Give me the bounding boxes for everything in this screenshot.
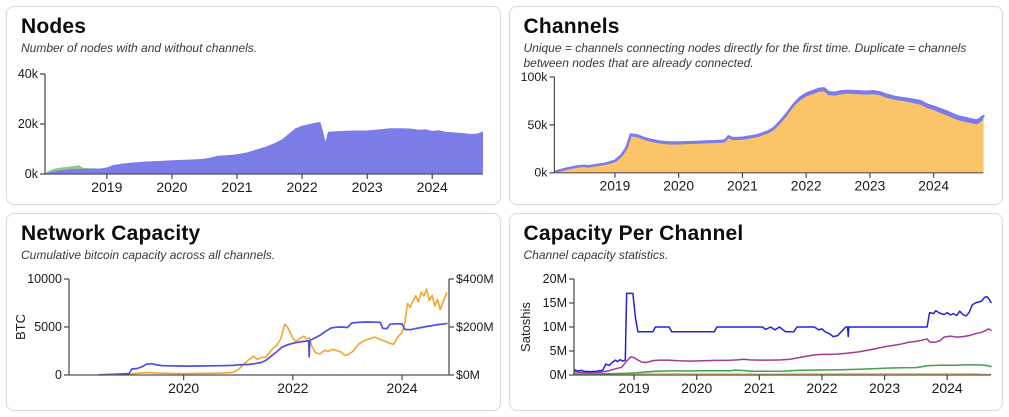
network-capacity-card: Network Capacity Cumulative bitcoin capa… xyxy=(6,212,501,411)
svg-text:2020: 2020 xyxy=(663,178,694,194)
svg-text:100k: 100k xyxy=(520,71,548,84)
svg-text:0: 0 xyxy=(55,368,62,382)
svg-text:$400M: $400M xyxy=(456,272,494,286)
svg-text:2019: 2019 xyxy=(599,178,630,194)
svg-text:2021: 2021 xyxy=(743,380,774,396)
svg-text:20M: 20M xyxy=(542,272,566,286)
capacity-per-channel-card: Capacity Per Channel Channel capacity st… xyxy=(508,212,1003,411)
svg-text:2024: 2024 xyxy=(931,380,962,396)
nodes-chart[interactable]: 40k 20k 0k 2019 2020 2021 2022 2023 2024 xyxy=(11,66,497,200)
svg-text:$200M: $200M xyxy=(456,320,494,334)
svg-text:20k: 20k xyxy=(18,117,39,131)
svg-text:40k: 40k xyxy=(18,67,39,81)
network-capacity-title: Network Capacity xyxy=(21,221,201,245)
svg-text:2022: 2022 xyxy=(806,380,837,396)
svg-text:15M: 15M xyxy=(542,296,566,310)
network-capacity-subtitle: Cumulative bitcoin capacity across all c… xyxy=(21,247,276,262)
svg-text:2024: 2024 xyxy=(918,178,949,194)
svg-text:Satoshis: Satoshis xyxy=(518,302,533,352)
capacity-per-channel-chart[interactable]: 20M 15M 10M 5M 0M Satoshis 2019 2020 2021 2022 202… xyxy=(514,268,1000,406)
svg-text:5M: 5M xyxy=(549,344,566,358)
svg-text:2020: 2020 xyxy=(681,380,712,396)
channels-subtitle: Unique = channels connecting nodes direc… xyxy=(523,41,967,70)
svg-text:0k: 0k xyxy=(534,166,548,180)
svg-text:2021: 2021 xyxy=(727,178,758,194)
svg-text:2024: 2024 xyxy=(417,179,448,195)
svg-text:BTC: BTC xyxy=(13,314,28,340)
network-capacity-chart[interactable]: 10000 5000 0 BTC $400M $200M $0M 2020 2022 2024 xyxy=(11,268,497,406)
svg-text:2024: 2024 xyxy=(386,380,417,396)
svg-text:5000: 5000 xyxy=(34,320,62,334)
svg-text:2022: 2022 xyxy=(277,380,308,396)
svg-text:10000: 10000 xyxy=(27,272,62,286)
svg-text:2023: 2023 xyxy=(868,380,899,396)
svg-text:2020: 2020 xyxy=(168,380,199,396)
channels-card: Channels Unique = channels connecting no… xyxy=(508,6,1003,205)
svg-text:0k: 0k xyxy=(25,167,39,181)
svg-text:2020: 2020 xyxy=(156,179,187,195)
capacity-per-channel-title: Capacity Per Channel xyxy=(523,221,744,245)
channels-chart[interactable]: 100k 50k 0k 2019 2020 2021 2022 2023 2024 xyxy=(514,71,1000,200)
svg-text:2023: 2023 xyxy=(854,178,885,194)
svg-text:0M: 0M xyxy=(549,368,566,382)
svg-text:10M: 10M xyxy=(542,320,566,334)
svg-text:2022: 2022 xyxy=(286,179,317,195)
svg-text:$0M: $0M xyxy=(456,368,480,382)
svg-text:2023: 2023 xyxy=(352,179,383,195)
nodes-title: Nodes xyxy=(21,15,87,38)
capacity-per-channel-subtitle: Channel capacity statistics. xyxy=(523,247,669,262)
svg-text:2019: 2019 xyxy=(91,179,122,195)
svg-text:2022: 2022 xyxy=(790,178,821,194)
svg-text:50k: 50k xyxy=(527,118,548,132)
svg-text:2021: 2021 xyxy=(221,179,252,195)
svg-text:2019: 2019 xyxy=(618,380,649,396)
nodes-subtitle: Number of nodes with and without channel… xyxy=(21,41,258,55)
nodes-card: Nodes Number of nodes with and without c… xyxy=(6,6,501,205)
channels-title: Channels xyxy=(523,15,620,38)
